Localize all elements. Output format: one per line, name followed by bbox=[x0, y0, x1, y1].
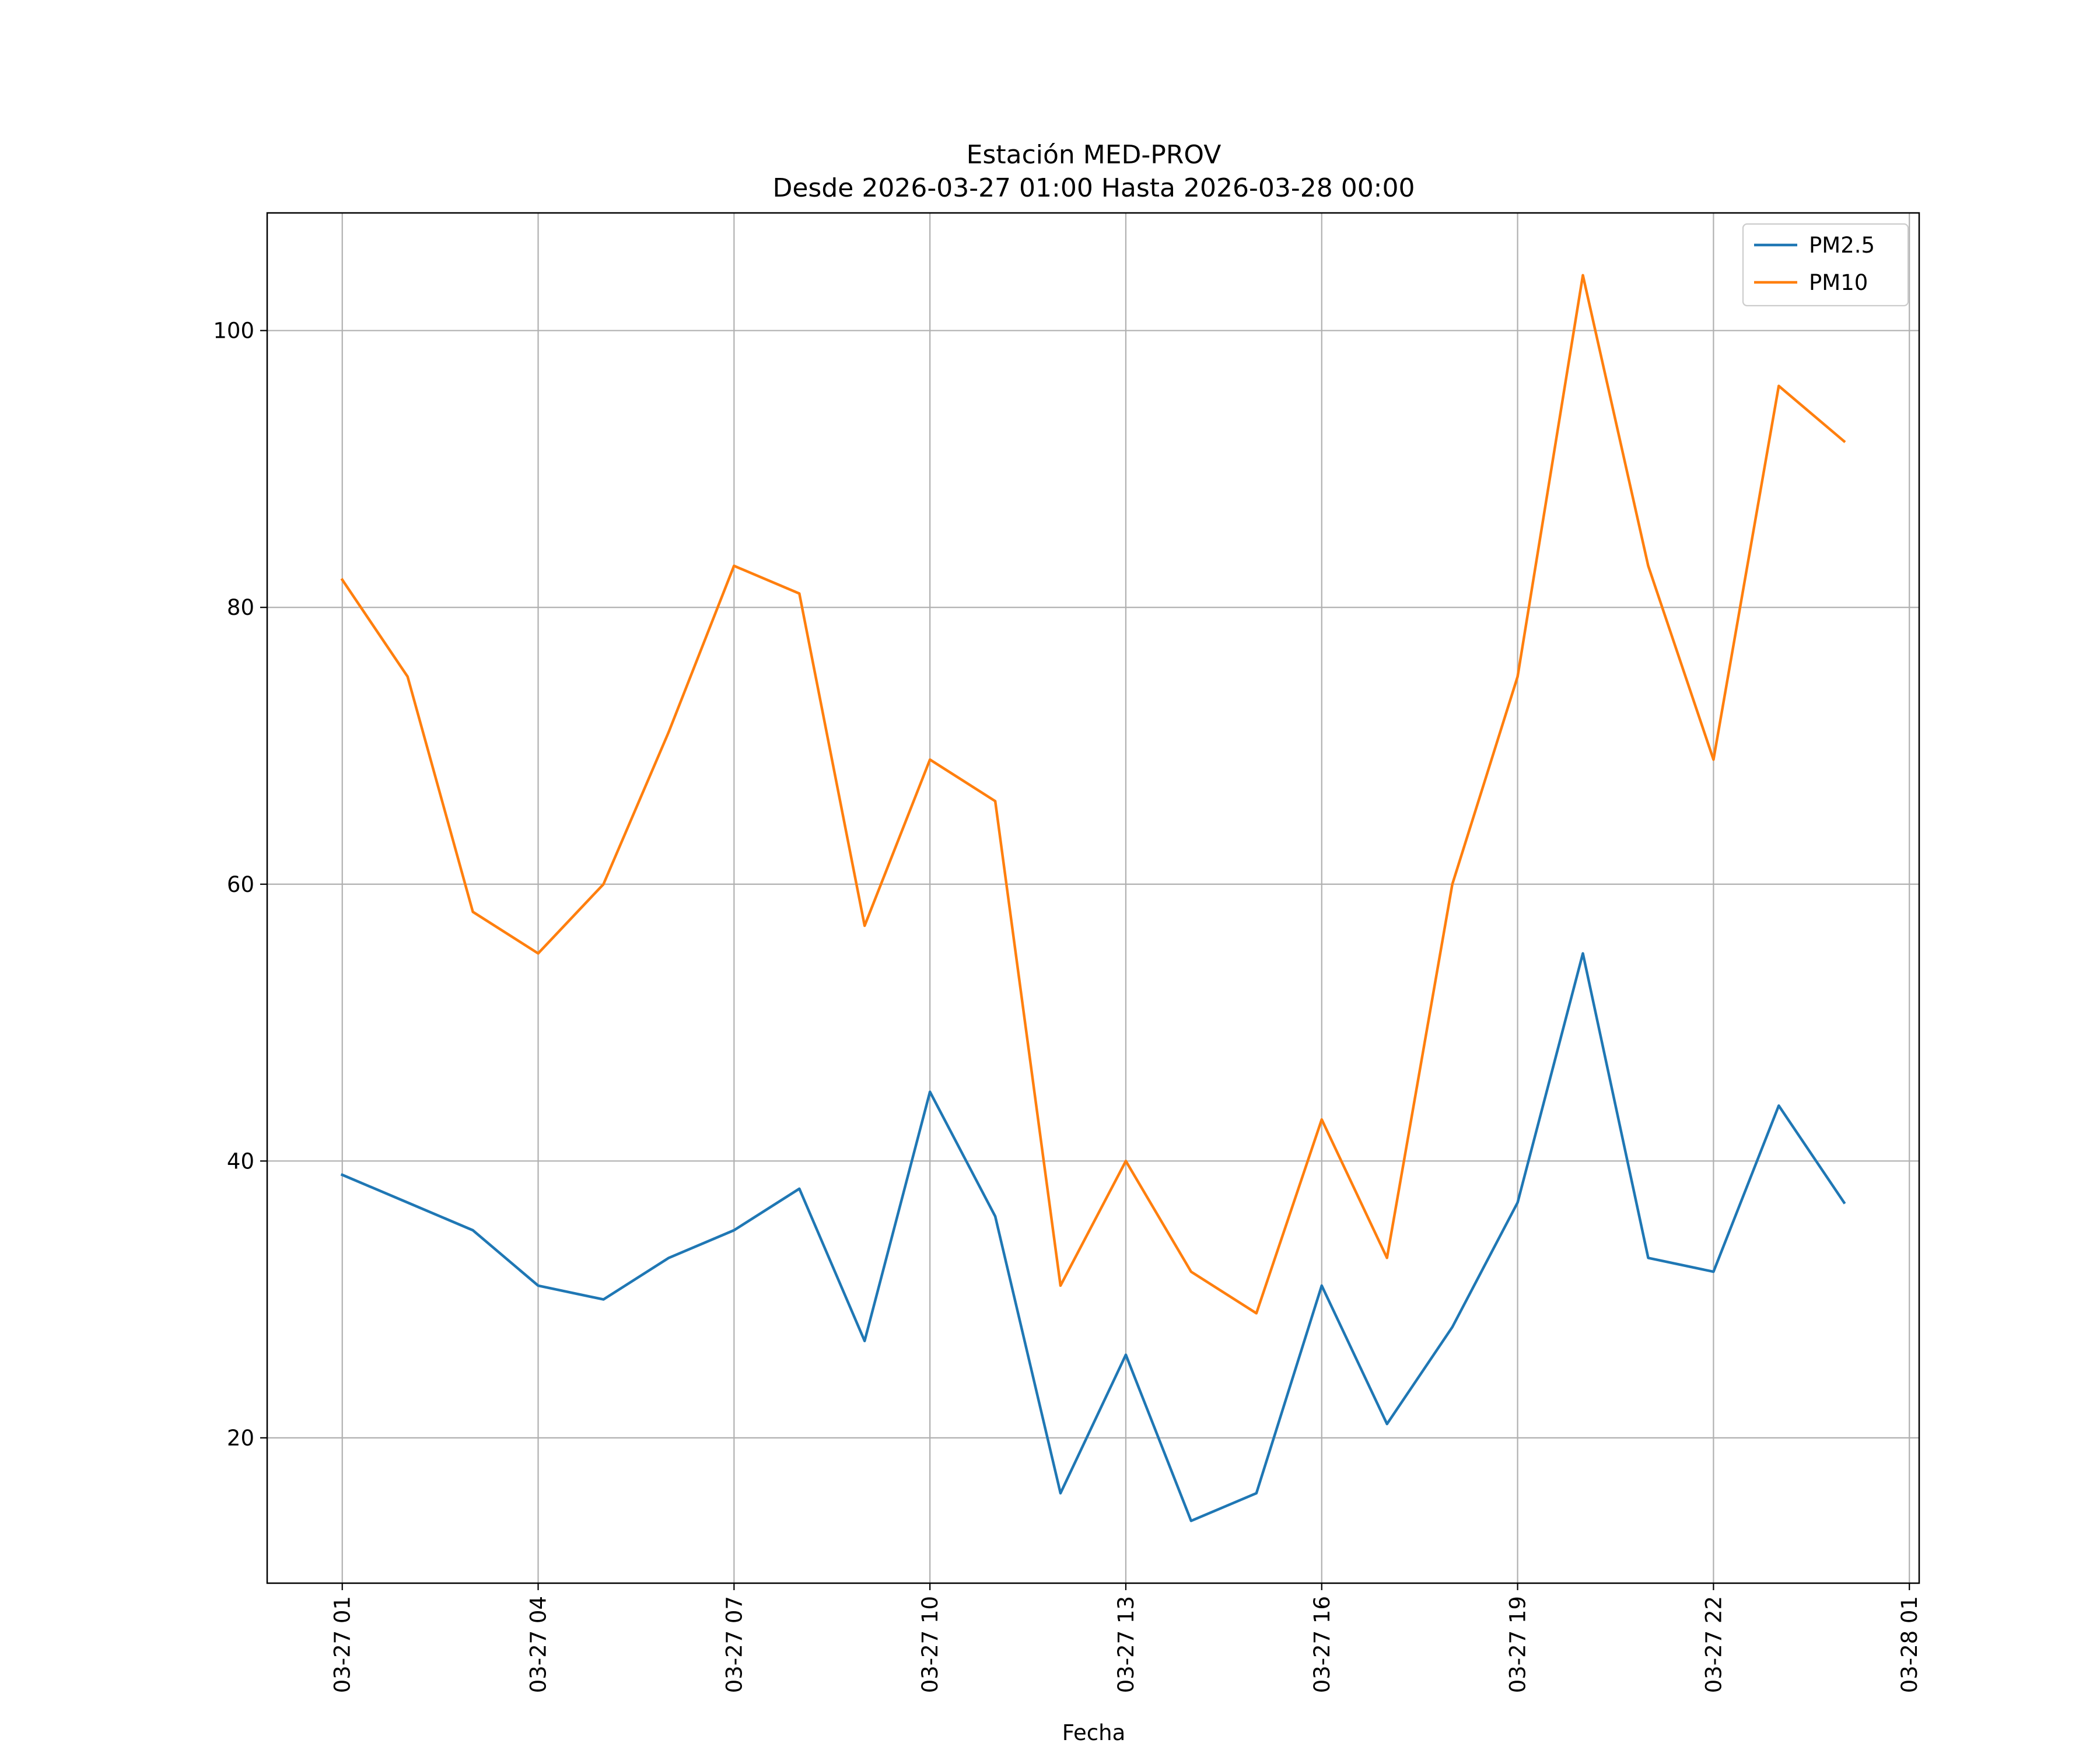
x-tick-label: 03-28 01 bbox=[1897, 1596, 1922, 1693]
x-axis-label: Fecha bbox=[1062, 1720, 1126, 1745]
legend-label: PM2.5 bbox=[1809, 233, 1875, 258]
series-line-pm25 bbox=[340, 952, 1846, 1522]
x-tick-label: 03-27 04 bbox=[526, 1596, 551, 1693]
x-axis-ticks: 03-27 01 03-27 04 03-27 07 03-27 10 03-27 13… bbox=[330, 1583, 1922, 1693]
y-tick-label: 80 bbox=[227, 595, 254, 620]
x-tick-label: 03-27 16 bbox=[1310, 1596, 1335, 1693]
legend-label: PM10 bbox=[1809, 270, 1868, 295]
chart-subtitle: Desde 2026-03-27 01:00 Hasta 2026-03-28 … bbox=[772, 173, 1415, 203]
x-tick-label: 03-27 13 bbox=[1114, 1596, 1139, 1693]
series-line-pm10 bbox=[340, 274, 1846, 1315]
y-tick-label: 60 bbox=[227, 872, 254, 897]
x-tick-label: 03-27 19 bbox=[1506, 1596, 1531, 1693]
axes-frame bbox=[266, 212, 1920, 1584]
legend: PM2.5 PM10 bbox=[1742, 223, 1909, 307]
y-tick-label: 100 bbox=[213, 318, 254, 344]
x-tick-label: 03-27 10 bbox=[918, 1596, 943, 1693]
grid bbox=[267, 213, 1919, 1583]
x-tick-label: 03-27 07 bbox=[722, 1596, 747, 1693]
series-layer bbox=[340, 274, 1846, 1522]
y-tick-label: 40 bbox=[227, 1149, 254, 1174]
x-tick-label: 03-27 22 bbox=[1701, 1596, 1726, 1693]
y-tick-label: 20 bbox=[227, 1426, 254, 1451]
chart-title: Estación MED-PROV bbox=[967, 140, 1222, 170]
y-axis-ticks: 20 40 60 80 100 bbox=[213, 318, 267, 1451]
x-tick-label: 03-27 01 bbox=[330, 1596, 355, 1693]
